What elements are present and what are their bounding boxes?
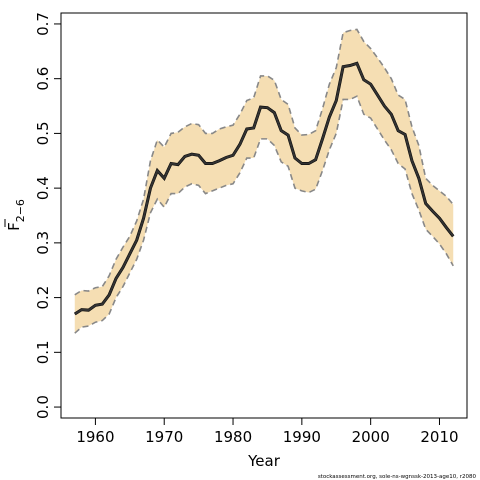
upper-bound-line [74,28,454,296]
svg-text:F2−6: F2−6 [5,199,27,231]
confidence-band [74,29,454,334]
y-axis: 0.0 0.1 0.2 0.3 0.4 0.5 0.6 0.7 [34,12,61,419]
estimate-line-group [73,61,455,316]
y-tick-label: 0.3 [34,231,52,255]
estimate-line [74,62,455,315]
plot-area [73,28,455,334]
y-tick-label: 0.1 [34,340,52,364]
x-tick-label: 2000 [352,428,390,446]
y-axis-title-main: F [5,222,23,231]
x-tick-label: 1960 [76,428,114,446]
x-axis-title: Year [247,452,281,470]
credit-text: stockassessment.org, sole-ns-wgnssk-2013… [318,474,477,480]
confidence-band-area [74,29,454,334]
y-tick-label: 0.6 [34,67,52,91]
lower-bound-line [74,95,454,334]
y-axis-title: F2−6 [4,199,27,231]
y-axis-title-sub: 2−6 [14,199,27,222]
y-tick-label: 0.5 [34,121,52,145]
band-edges [74,28,454,334]
plot-frame [60,12,468,419]
y-tick-label: 0.2 [34,286,52,310]
x-tick-label: 1980 [214,428,252,446]
y-tick-label: 0.4 [34,176,52,200]
x-axis: 1960 1970 1980 1990 2000 2010 [76,418,459,446]
y-tick-label: 0.0 [34,395,52,419]
x-tick-label: 1970 [145,428,183,446]
y-tick-label: 0.7 [34,12,52,36]
x-tick-label: 2010 [420,428,458,446]
x-tick-label: 1990 [283,428,321,446]
